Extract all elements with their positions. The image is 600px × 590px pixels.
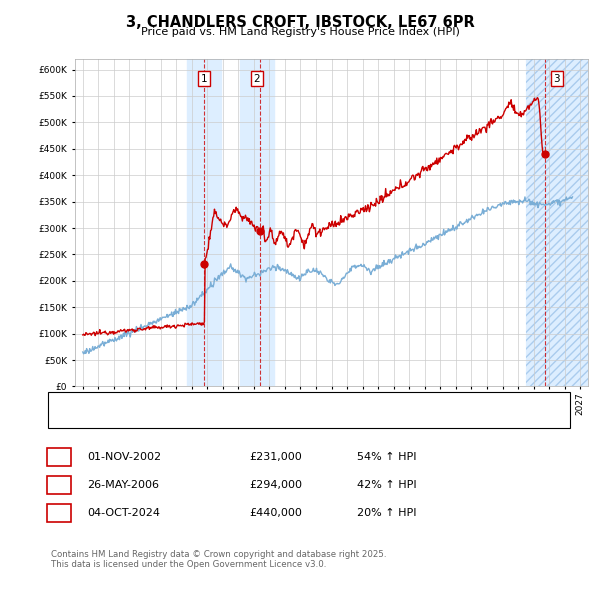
Text: Price paid vs. HM Land Registry's House Price Index (HPI): Price paid vs. HM Land Registry's House … — [140, 27, 460, 37]
Text: 3: 3 — [55, 507, 62, 520]
Text: HPI: Average price, detached house, North West Leicestershire: HPI: Average price, detached house, Nort… — [87, 413, 394, 423]
Text: £231,000: £231,000 — [249, 453, 302, 462]
Text: 54% ↑ HPI: 54% ↑ HPI — [357, 453, 416, 462]
Text: 2: 2 — [55, 478, 62, 491]
Text: 2: 2 — [254, 74, 260, 84]
Text: 04-OCT-2024: 04-OCT-2024 — [87, 509, 160, 518]
Text: £440,000: £440,000 — [249, 509, 302, 518]
Text: —: — — [63, 395, 79, 410]
Text: 1: 1 — [55, 451, 62, 464]
Text: 3, CHANDLERS CROFT, IBSTOCK, LE67 6PR (detached house): 3, CHANDLERS CROFT, IBSTOCK, LE67 6PR (d… — [87, 397, 386, 407]
Text: 3, CHANDLERS CROFT, IBSTOCK, LE67 6PR: 3, CHANDLERS CROFT, IBSTOCK, LE67 6PR — [125, 15, 475, 30]
Text: £294,000: £294,000 — [249, 480, 302, 490]
Text: 42% ↑ HPI: 42% ↑ HPI — [357, 480, 416, 490]
Bar — [526, 59, 588, 386]
Text: 20% ↑ HPI: 20% ↑ HPI — [357, 509, 416, 518]
Bar — [526, 59, 588, 386]
Text: 3: 3 — [554, 74, 560, 84]
Text: 26-MAY-2006: 26-MAY-2006 — [87, 480, 159, 490]
Text: 1: 1 — [201, 74, 208, 84]
Text: —: — — [63, 410, 79, 425]
Bar — [187, 59, 221, 386]
Text: 01-NOV-2002: 01-NOV-2002 — [87, 453, 161, 462]
Text: Contains HM Land Registry data © Crown copyright and database right 2025.
This d: Contains HM Land Registry data © Crown c… — [51, 550, 386, 569]
Bar — [240, 59, 274, 386]
